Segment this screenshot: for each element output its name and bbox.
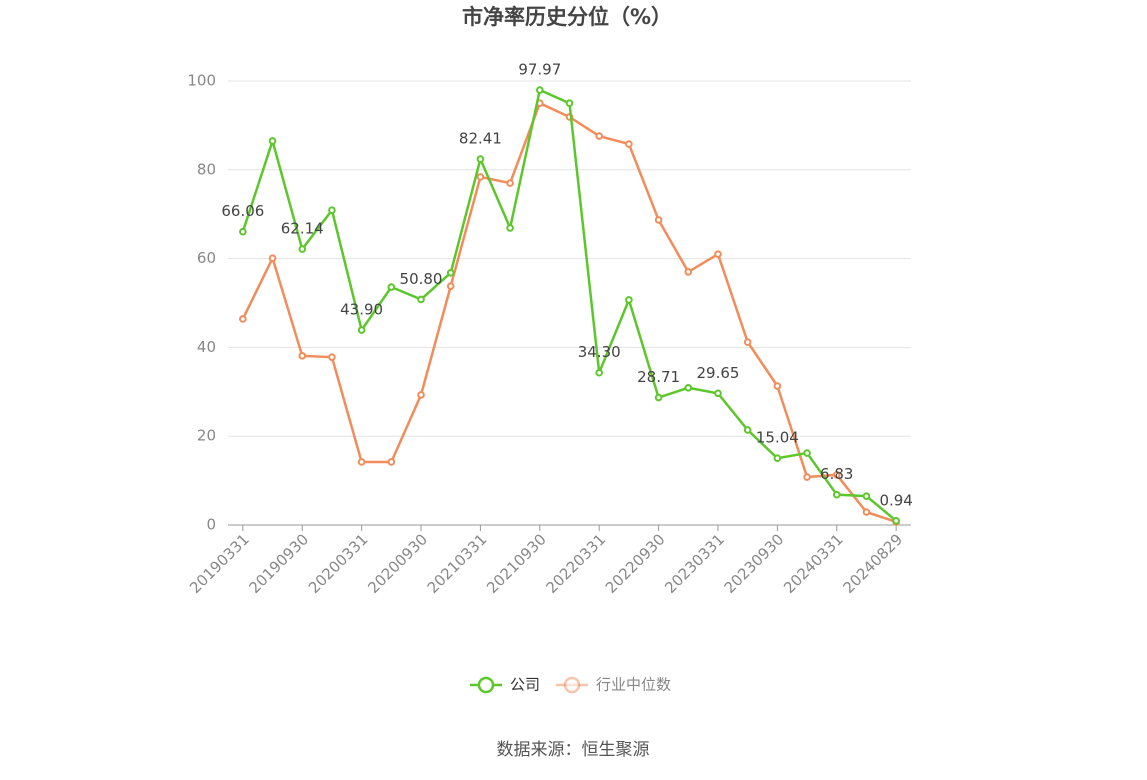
data-label: 97.97 bbox=[518, 61, 561, 79]
y-tick-label: 0 bbox=[206, 516, 216, 534]
data-point bbox=[743, 338, 752, 346]
data-point bbox=[239, 315, 247, 323]
data-label: 82.41 bbox=[459, 130, 502, 148]
data-point bbox=[565, 99, 574, 107]
data-point bbox=[357, 458, 366, 466]
data-point bbox=[773, 454, 782, 463]
x-tick-label: 20210930 bbox=[483, 530, 550, 597]
data-point bbox=[773, 382, 782, 390]
data-label: 15.04 bbox=[756, 429, 799, 447]
data-point bbox=[892, 517, 900, 525]
y-tick-label: 100 bbox=[187, 72, 216, 90]
data-point bbox=[862, 508, 871, 516]
legend-label: 行业中位数 bbox=[596, 676, 671, 694]
data-label: 6.83 bbox=[820, 465, 853, 483]
data-point bbox=[268, 137, 277, 145]
data-label: 29.65 bbox=[697, 364, 740, 382]
data-label: 28.71 bbox=[637, 368, 680, 386]
x-tick-label: 20200331 bbox=[305, 530, 372, 597]
x-tick-label: 20230331 bbox=[661, 530, 728, 597]
x-tick-label: 20240331 bbox=[780, 530, 847, 597]
data-point bbox=[684, 384, 693, 392]
data-point bbox=[476, 155, 485, 163]
data-point bbox=[714, 250, 722, 258]
x-tick-label: 20220930 bbox=[602, 530, 669, 597]
data-point bbox=[654, 393, 663, 402]
data-label: 43.90 bbox=[340, 301, 383, 319]
data-point bbox=[743, 426, 752, 434]
y-tick-label: 80 bbox=[197, 160, 216, 178]
data-point bbox=[536, 86, 544, 94]
data-point bbox=[803, 449, 811, 457]
data-point bbox=[328, 206, 336, 215]
data-label: 0.94 bbox=[879, 491, 912, 509]
data-point bbox=[387, 458, 396, 466]
data-point bbox=[239, 227, 247, 236]
data-point bbox=[506, 224, 514, 232]
x-tick-label: 20230930 bbox=[721, 530, 788, 597]
y-tick-label: 40 bbox=[197, 338, 216, 356]
source: 数据来源：恒生聚源 bbox=[497, 740, 650, 760]
y-tick-label: 60 bbox=[197, 249, 216, 267]
data-point bbox=[625, 296, 633, 304]
legend-marker bbox=[563, 676, 581, 694]
chart-title: 市净率历史分位（%） bbox=[462, 5, 672, 29]
data-point bbox=[714, 389, 722, 398]
data-point bbox=[506, 179, 514, 187]
data-point bbox=[832, 490, 841, 499]
data-point bbox=[654, 216, 663, 224]
data-point bbox=[357, 326, 366, 334]
y-tick-label: 20 bbox=[197, 427, 216, 445]
data-point bbox=[595, 368, 603, 377]
data-point bbox=[595, 132, 603, 140]
legend-item[interactable]: 行业中位数 bbox=[556, 676, 671, 694]
data-point bbox=[832, 471, 841, 479]
data-point bbox=[446, 282, 455, 290]
x-tick-label: 20220331 bbox=[542, 530, 609, 597]
x-tick-label: 20190331 bbox=[186, 530, 253, 597]
data-point bbox=[803, 473, 811, 481]
data-label: 34.30 bbox=[578, 343, 621, 361]
data-point bbox=[417, 295, 425, 304]
data-point bbox=[625, 140, 633, 148]
data-point bbox=[446, 269, 455, 277]
data-point bbox=[417, 391, 425, 399]
data-label: 62.14 bbox=[281, 220, 324, 238]
data-point bbox=[862, 492, 871, 500]
x-tick-label: 20210331 bbox=[424, 530, 491, 597]
data-point bbox=[298, 352, 307, 360]
data-point bbox=[684, 268, 693, 276]
data-point bbox=[387, 283, 396, 291]
x-tick-label: 20200930 bbox=[364, 530, 431, 597]
data-label: 66.06 bbox=[221, 202, 264, 220]
data-point bbox=[268, 254, 277, 262]
legend-label: 公司 bbox=[510, 676, 540, 694]
legend-item[interactable]: 公司 bbox=[470, 676, 540, 694]
data-point bbox=[328, 353, 336, 361]
x-tick-label: 20240829 bbox=[839, 530, 906, 597]
legend-marker bbox=[477, 676, 495, 694]
data-point bbox=[298, 245, 307, 253]
x-tick-label: 20190930 bbox=[246, 530, 313, 597]
data-label: 50.80 bbox=[400, 270, 443, 288]
data-point bbox=[476, 173, 485, 181]
